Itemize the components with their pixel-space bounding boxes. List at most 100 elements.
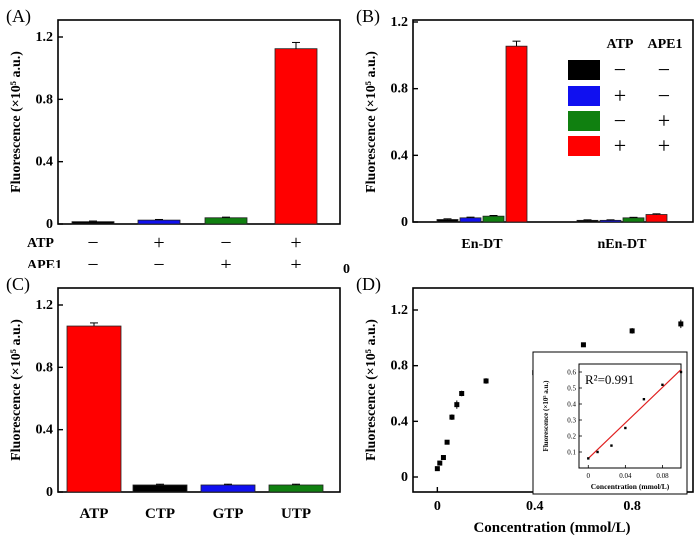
data-point xyxy=(449,414,455,420)
panel-c: 0 0.4 0.8 1.2 Fluorescence (×10⁵ a.u.) (C) ATP… xyxy=(6,274,341,522)
legend-sign: − xyxy=(658,57,670,82)
inset-x-tick-label: 0.04 xyxy=(619,472,632,480)
bar xyxy=(436,219,459,223)
data-point xyxy=(678,321,684,327)
inset-x-tick-label: 0 xyxy=(587,472,591,480)
inset-y-tick-label: 0.4 xyxy=(567,401,576,409)
bar xyxy=(132,484,188,493)
condition-sign: − xyxy=(153,254,164,268)
y-tick-label: 1.2 xyxy=(391,15,409,30)
y-tick-label: 0.8 xyxy=(36,360,54,375)
legend-swatch xyxy=(568,136,600,156)
condition-row-label: ATP xyxy=(27,236,54,251)
x-tick-label: ATP xyxy=(80,506,109,522)
inset-x-tick-label: 0.08 xyxy=(656,472,669,480)
inset-annotation: R²=0.991 xyxy=(585,372,634,387)
legend-sign: − xyxy=(614,57,626,82)
y-axis-label: Fluorescence (×10⁵ a.u.) xyxy=(9,51,24,193)
condition-sign: + xyxy=(220,254,231,268)
inset-y-tick-label: 0.3 xyxy=(567,417,576,425)
bar xyxy=(576,219,599,223)
y-tick-label: 0.8 xyxy=(391,82,409,97)
condition-sign: + xyxy=(290,232,301,254)
legend-swatch xyxy=(568,60,600,80)
inset-data-point xyxy=(661,383,664,386)
x-tick-label: 0.4 xyxy=(526,499,544,514)
legend-sign: + xyxy=(614,133,626,158)
data-point xyxy=(629,328,635,334)
inset-frame xyxy=(578,363,682,469)
inset-box xyxy=(532,351,688,495)
y-axis-label: Fluorescence (×10⁵ a.u.) xyxy=(364,319,379,461)
inset-data-point xyxy=(642,398,646,401)
y-tick-label: 0.8 xyxy=(36,92,54,107)
condition-sign: + xyxy=(290,254,301,268)
inset-data-point xyxy=(596,450,599,454)
y-tick-label: 0 xyxy=(46,485,53,500)
bar xyxy=(482,215,505,223)
data-point xyxy=(434,466,440,472)
legend-sign: − xyxy=(614,108,626,133)
y-tick-label: 0.4 xyxy=(36,423,54,438)
bar xyxy=(204,217,248,225)
inset-y-axis-label: Fluorescence (×10⁵ a.u.) xyxy=(542,380,550,452)
x-tick-label: 0 xyxy=(434,499,441,514)
inset-y-tick-label: 0.1 xyxy=(567,449,576,457)
y-tick-label: 1.2 xyxy=(391,303,409,318)
inset-fit-line xyxy=(587,369,682,459)
inset-data-point xyxy=(610,444,613,447)
plot-frame xyxy=(57,19,341,225)
bar xyxy=(274,48,318,225)
legend-sign: + xyxy=(614,83,626,108)
legend-swatch xyxy=(568,111,600,131)
x-tick-label: GTP xyxy=(213,506,244,522)
condition-sign: + xyxy=(153,232,164,254)
x-tick-label: nEn-DT xyxy=(597,237,647,252)
y-tick-label: 0.8 xyxy=(391,359,409,374)
panel-label: (C) xyxy=(6,274,30,295)
y-tick-label: 0.4 xyxy=(391,148,409,163)
y-tick-label: 0 xyxy=(46,217,53,232)
legend-sign: − xyxy=(658,83,670,108)
bar xyxy=(622,217,645,223)
y-tick-label: 1.2 xyxy=(36,298,54,313)
x-tick-label: En-DT xyxy=(461,237,503,252)
legend-sign: + xyxy=(658,133,670,158)
stray-label: 0 xyxy=(343,262,350,277)
bar xyxy=(599,219,622,223)
bar xyxy=(268,484,324,493)
x-tick-label: UTP xyxy=(281,506,311,522)
bar xyxy=(505,45,528,223)
y-tick-label: 0.4 xyxy=(391,414,409,429)
y-axis-label: Fluorescence (×10⁵ a.u.) xyxy=(364,51,379,193)
y-tick-label: 1.2 xyxy=(36,30,54,45)
panel-label: (B) xyxy=(356,6,380,27)
panel-d: 0 0.4 0.8 1.2 Fluorescence (×10⁵ a.u.) (D) 0 0.… xyxy=(356,274,694,536)
plot-frame xyxy=(57,287,341,493)
inset-y-tick-label: 0.2 xyxy=(567,433,576,441)
x-tick-label: CTP xyxy=(145,506,175,522)
legend-sign: + xyxy=(658,108,670,133)
panel-a: 0 0.4 0.8 1.2 Fluorescence (×10⁵ a.u.) (A) ATP… xyxy=(6,6,341,268)
inset-y-tick-label: 0.5 xyxy=(567,385,576,393)
condition-sign: − xyxy=(220,232,231,254)
condition-row-label: APE1 xyxy=(27,258,62,268)
inset-x-axis-label: Concentration (mmol/L) xyxy=(591,482,670,491)
inset-data-point xyxy=(624,426,627,430)
data-point xyxy=(454,402,460,408)
plot-frame xyxy=(412,19,694,223)
x-tick-label: 0.8 xyxy=(623,499,641,514)
y-tick-label: 0 xyxy=(401,470,408,485)
bar xyxy=(200,484,256,493)
y-tick-label: 0.4 xyxy=(36,155,54,170)
y-tick-label: 0 xyxy=(401,215,408,230)
condition-sign: − xyxy=(87,254,98,268)
data-point xyxy=(440,455,446,461)
inset-y-tick-label: 0.6 xyxy=(567,369,576,377)
bar xyxy=(66,325,122,493)
bar xyxy=(459,217,482,223)
data-point xyxy=(459,391,465,396)
legend-header: ATP xyxy=(607,37,634,52)
bar xyxy=(137,219,181,225)
